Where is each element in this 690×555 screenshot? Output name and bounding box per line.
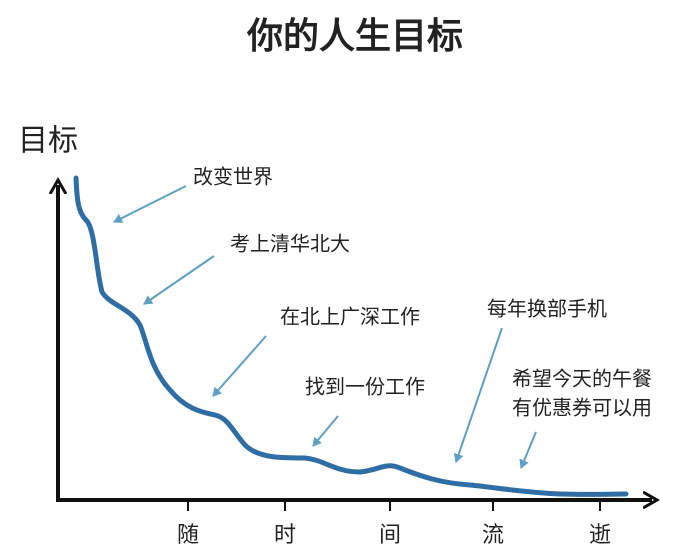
- x-label: 流: [482, 523, 504, 548]
- annotation: 考上清华北大: [230, 232, 350, 256]
- arrow: [113, 185, 187, 223]
- arrow: [519, 431, 537, 469]
- title: 你的人生目标: [246, 16, 463, 57]
- annotation: 有优惠券可以用: [512, 396, 652, 420]
- x-label: 间: [379, 523, 401, 548]
- arrow: [143, 255, 215, 305]
- x-label: 时: [274, 523, 296, 548]
- annotation: 希望今天的午餐: [512, 367, 652, 391]
- annotation: 每年换部手机: [487, 297, 607, 321]
- x-label: 随: [177, 523, 199, 548]
- annotation: 改变世界: [193, 165, 273, 189]
- annotation: 在北上广深工作: [280, 305, 420, 329]
- arrow: [453, 327, 503, 463]
- x-labels: 随时间流逝: [177, 500, 611, 548]
- goal-curve: [73, 175, 629, 497]
- y-axis-label: 目标: [18, 124, 78, 159]
- arrow: [312, 415, 339, 447]
- arrow: [212, 335, 267, 397]
- x-label: 逝: [589, 523, 611, 548]
- annotation: 找到一份工作: [305, 375, 425, 399]
